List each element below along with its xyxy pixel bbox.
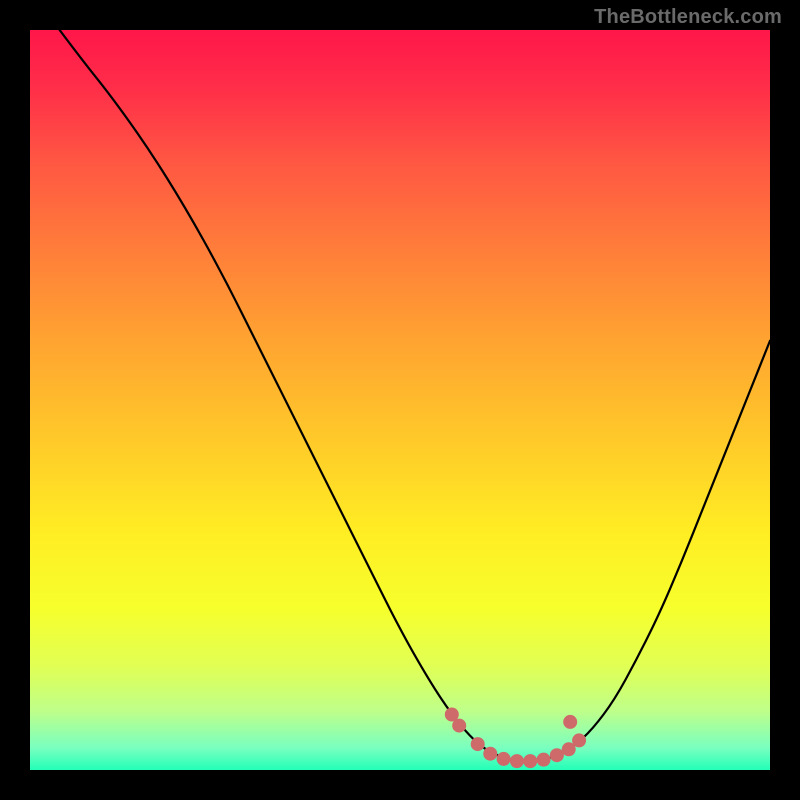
chart-container: { "watermark": { "text": "TheBottleneck.… [0, 0, 800, 800]
gradient-background [30, 30, 770, 770]
watermark-text: TheBottleneck.com [594, 6, 782, 29]
plot-area [30, 30, 770, 770]
